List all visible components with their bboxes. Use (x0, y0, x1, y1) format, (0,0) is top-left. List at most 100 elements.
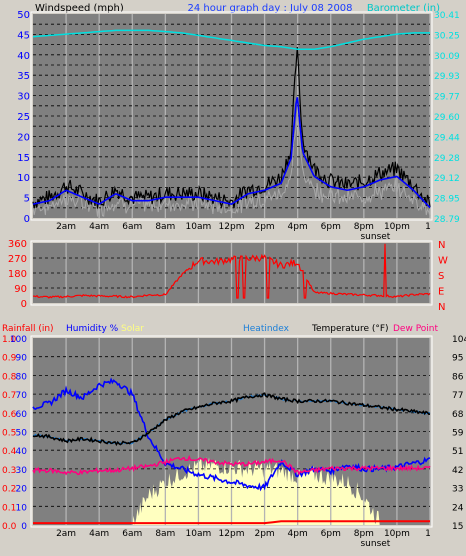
rainfall-tick: 0.2 (2, 485, 16, 495)
p1-border (30, 11, 433, 221)
barometer-tick: 28.79 (434, 215, 460, 225)
barometer-tick: 29.77 (434, 93, 460, 103)
legend-solar: Solar (121, 324, 144, 334)
p3-time-tick: 2am (56, 529, 76, 539)
legend-humidity: Humidity % (66, 324, 119, 334)
p1-time-tick: 6am (122, 222, 142, 232)
sunset-label-p1: sunset (360, 232, 390, 242)
humidity-tick: 100 (10, 335, 27, 345)
windspeed-tick: 5 (24, 194, 30, 205)
p3-time-tick: 12pm (219, 529, 245, 539)
barometer-tick: 28.95 (434, 195, 460, 205)
rainfall-line (33, 520, 430, 525)
p1-time-tick: 12pm (219, 222, 245, 232)
p1-time-tick: 8am (155, 222, 175, 232)
temperature-line (32, 392, 431, 447)
chart-title: 24 hour graph day : July 08 2008 (187, 3, 352, 14)
temperature-tick: 15 (452, 522, 463, 532)
humidity-tick: 50 (16, 429, 28, 439)
windspeed-tick: 15 (17, 153, 30, 164)
rainfall-tick: 0.5 (2, 429, 16, 439)
p3-border (30, 335, 433, 528)
temperature-tick: 59 (452, 429, 464, 439)
compass-label: N (438, 240, 445, 251)
rainfall-tick: 0.1 (2, 503, 16, 513)
windspeed-barometer-panel: 0 5 10 15 20 25 30 35 40 45 50 28.79 28.95 29.12 29.28… (17, 10, 460, 242)
p3-time-tick: 4pm (288, 529, 308, 539)
windavg-line (32, 97, 431, 209)
barometer-tick: 29.60 (434, 113, 460, 123)
p1-time-tick: 10pm (384, 222, 410, 232)
windgust-line (32, 113, 431, 217)
windspeed-tick: 25 (17, 112, 30, 123)
humidity-tick: 70 (16, 391, 28, 401)
legend-heatindex: Heatindex (243, 324, 290, 334)
p3-time-tick: 2pm (254, 529, 274, 539)
humidity-tick: 10 (16, 503, 28, 513)
temperature-tick: 68 (452, 410, 464, 420)
dewpoint-line (32, 454, 431, 476)
temperature-tick: 104 (452, 335, 466, 345)
temperature-humidity-panel: 0.0 0 0.1 100.2 200.3 30 0.4 400.5 50 0.6 600.7 70 0… (2, 335, 466, 549)
p1-time-tick: 10am (186, 222, 212, 232)
p3-time-tick: 10pm (384, 529, 410, 539)
legend-temperature: Temperature (°F) (311, 324, 389, 334)
rainfall-tick: 0.9 (2, 354, 17, 364)
humidity-tick: 90 (16, 354, 28, 364)
windspeed-tick: 45 (17, 30, 30, 41)
barometer-tick: 29.93 (434, 72, 460, 82)
rainfall-tick: 0.7 (2, 391, 16, 401)
windspeed-tick: 40 (17, 51, 30, 62)
wind-direction-line (32, 243, 431, 299)
barometer-tick: 29.12 (434, 174, 460, 184)
direction-tick: 360 (8, 239, 27, 250)
windspeed-tick: 20 (17, 132, 30, 143)
humidity-tick: 30 (16, 466, 28, 476)
humidity-tick: 60 (16, 410, 28, 420)
p3-time-tick: 6am (122, 529, 142, 539)
barometer-tick: 29.44 (434, 133, 460, 143)
windspeed-axis-title: Windspeed (mph) (35, 3, 124, 14)
rainfall-tick: 0.6 (2, 410, 17, 420)
humidity-line (32, 377, 431, 492)
p3-time-tick: 4am (89, 529, 109, 539)
legend-rainfall: Rainfall (in) (2, 324, 54, 334)
rainfall-tick: 0.3 (2, 466, 16, 476)
p3-time-tick: 6pm (321, 529, 341, 539)
p1-time-tick: 2pm (254, 222, 274, 232)
p2-border (30, 240, 433, 306)
humidity-tick: 0 (21, 522, 27, 532)
temperature-tick: 33 (452, 485, 463, 495)
rainfall-tick: 0.0 (2, 522, 17, 532)
compass-label: W (438, 256, 448, 267)
rainfall-tick: 1.0 (2, 335, 17, 345)
barometer-axis-title: Barometer (in) (367, 3, 440, 14)
p1-time-tick: 4pm (288, 222, 308, 232)
p1-time-tick-end: 1 (425, 222, 431, 232)
rainfall-tick: 0.8 (2, 372, 17, 382)
direction-tick: 270 (8, 254, 27, 265)
windspeed-tick: 30 (17, 92, 30, 103)
direction-tick: 90 (14, 284, 27, 295)
sunset-label-p3: sunset (360, 539, 390, 549)
rainfall-tick: 0.4 (2, 447, 17, 457)
p3-time-tick: 10am (186, 529, 212, 539)
direction-tick: 180 (8, 269, 27, 280)
compass-label: S (438, 271, 444, 282)
windspeed-tick: 0 (24, 214, 30, 225)
temperature-tick: 86 (452, 372, 464, 382)
p1-time-tick: 6pm (321, 222, 341, 232)
windspeed-line (32, 47, 431, 209)
barometer-tick: 30.25 (434, 31, 460, 41)
temperature-tick: 51 (452, 447, 463, 457)
humidity-tick: 20 (16, 485, 28, 495)
windspeed-tick: 50 (17, 10, 30, 21)
direction-tick: 0 (21, 299, 27, 310)
windspeed-tick: 35 (17, 71, 30, 82)
temperature-tick: 24 (452, 503, 464, 513)
barometer-tick: 30.41 (434, 11, 460, 21)
barometer-tick: 30.09 (434, 52, 460, 62)
p1-time-tick: 8pm (354, 222, 374, 232)
barometer-line (32, 29, 430, 51)
